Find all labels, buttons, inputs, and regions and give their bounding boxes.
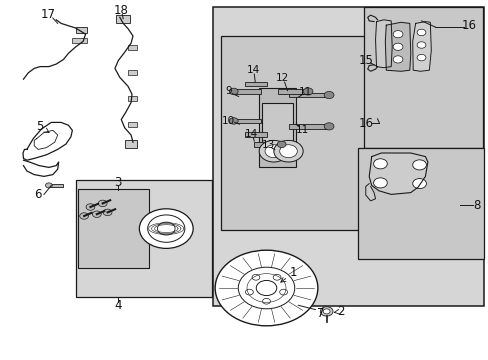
Bar [261, 103, 293, 151]
Bar [364, 7, 482, 148]
Polygon shape [368, 153, 427, 194]
Circle shape [392, 56, 402, 63]
Circle shape [45, 183, 52, 188]
Circle shape [229, 88, 238, 95]
Polygon shape [375, 20, 391, 68]
Bar [124, 140, 137, 148]
Text: 11: 11 [295, 125, 308, 135]
Circle shape [103, 209, 112, 216]
Bar [49, 184, 62, 187]
Text: 14: 14 [246, 65, 260, 75]
Bar [245, 82, 267, 86]
Text: 8: 8 [472, 199, 480, 212]
Circle shape [416, 54, 425, 61]
Bar [128, 70, 137, 75]
Polygon shape [385, 22, 410, 71]
Circle shape [157, 222, 175, 235]
Text: 9: 9 [224, 86, 231, 96]
Bar [221, 36, 365, 230]
Bar [245, 132, 267, 137]
Text: 11: 11 [298, 87, 312, 97]
Circle shape [277, 141, 285, 148]
Bar [212, 7, 483, 306]
Circle shape [245, 289, 253, 295]
Bar [128, 96, 137, 101]
Circle shape [373, 159, 386, 169]
Polygon shape [412, 22, 430, 71]
Text: 10: 10 [222, 116, 234, 126]
Text: 18: 18 [114, 4, 128, 17]
Circle shape [259, 140, 288, 162]
Text: 3: 3 [114, 176, 122, 189]
Circle shape [273, 274, 281, 280]
Bar [76, 27, 86, 33]
Text: 5: 5 [36, 120, 49, 133]
Text: 14: 14 [244, 129, 258, 139]
Bar [233, 89, 260, 94]
Circle shape [279, 289, 287, 295]
Circle shape [147, 215, 184, 242]
Circle shape [320, 307, 332, 316]
Circle shape [273, 140, 303, 162]
Text: 15: 15 [358, 54, 372, 67]
Circle shape [416, 42, 425, 48]
Circle shape [262, 298, 270, 304]
Bar [288, 124, 327, 129]
Circle shape [229, 118, 238, 124]
Bar [116, 15, 130, 23]
Bar [259, 88, 295, 167]
Circle shape [139, 209, 193, 248]
Bar [357, 148, 483, 259]
Bar [277, 89, 306, 94]
Text: 2: 2 [334, 305, 345, 318]
Polygon shape [365, 184, 375, 201]
Circle shape [303, 88, 312, 95]
Circle shape [251, 274, 259, 280]
Bar [78, 189, 149, 268]
Circle shape [323, 309, 329, 314]
Circle shape [215, 250, 317, 326]
Circle shape [392, 43, 402, 50]
Text: 7: 7 [316, 307, 324, 320]
Text: 17: 17 [41, 8, 55, 21]
Circle shape [324, 123, 333, 130]
Bar [76, 180, 211, 297]
Text: 6: 6 [34, 188, 42, 201]
Text: 4: 4 [114, 299, 122, 312]
Bar [72, 38, 87, 43]
Text: 16: 16 [358, 117, 372, 130]
Circle shape [86, 204, 95, 210]
Circle shape [412, 179, 426, 189]
Circle shape [264, 145, 282, 158]
Circle shape [392, 31, 402, 38]
Circle shape [92, 211, 101, 217]
Text: 13: 13 [261, 140, 274, 150]
Circle shape [80, 213, 88, 219]
Circle shape [412, 160, 426, 170]
Text: 12: 12 [275, 73, 289, 84]
Circle shape [416, 29, 425, 36]
Circle shape [256, 280, 276, 296]
Bar [288, 93, 327, 97]
Text: 16: 16 [461, 19, 476, 32]
Circle shape [324, 91, 333, 99]
Bar [233, 119, 260, 123]
Bar [128, 122, 137, 127]
Bar [128, 45, 137, 50]
Circle shape [279, 145, 297, 158]
Text: 1: 1 [280, 266, 297, 282]
Bar [254, 142, 281, 147]
Circle shape [238, 267, 294, 309]
Circle shape [373, 178, 386, 188]
Circle shape [98, 200, 107, 207]
